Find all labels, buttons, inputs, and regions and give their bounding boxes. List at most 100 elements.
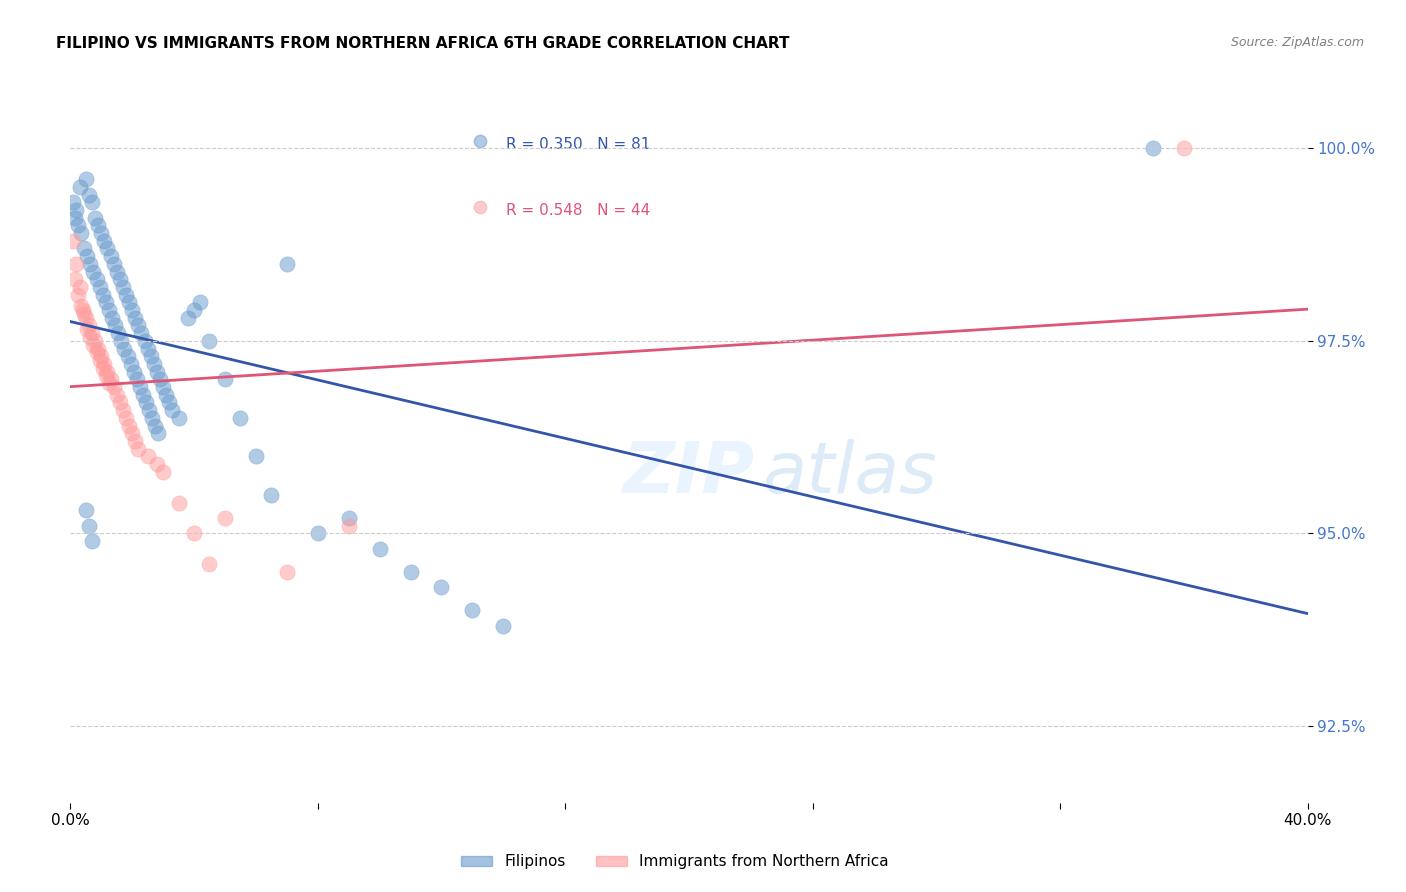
Point	[131, 326, 153, 340]
Point	[80, 326, 103, 340]
Point	[77, 318, 100, 333]
Point	[188, 295, 211, 310]
Point	[72, 303, 94, 318]
Point	[117, 349, 139, 363]
Point	[177, 310, 200, 325]
Point	[98, 376, 120, 391]
Point	[108, 395, 131, 409]
Point	[77, 518, 100, 533]
Point	[141, 410, 163, 425]
Point	[65, 202, 87, 217]
Text: FILIPINO VS IMMIGRANTS FROM NORTHERN AFRICA 6TH GRADE CORRELATION CHART: FILIPINO VS IMMIGRANTS FROM NORTHERN AFR…	[56, 36, 790, 51]
Point	[105, 388, 128, 402]
Point	[245, 450, 267, 464]
Point	[67, 219, 90, 233]
Point	[73, 242, 96, 256]
Point	[79, 257, 101, 271]
Point	[120, 357, 142, 371]
Point	[91, 360, 114, 375]
Point	[70, 226, 93, 240]
Point	[93, 357, 115, 371]
Point	[136, 342, 159, 356]
Point	[96, 365, 118, 379]
Point	[89, 353, 111, 368]
Point	[80, 195, 103, 210]
Point	[76, 322, 98, 336]
Point	[80, 534, 103, 549]
Point	[65, 257, 87, 271]
Point	[103, 257, 125, 271]
Point	[198, 334, 221, 348]
Point	[155, 388, 177, 402]
Point	[167, 410, 190, 425]
Text: ZIP: ZIP	[623, 439, 755, 508]
Point	[100, 372, 122, 386]
Point	[77, 187, 100, 202]
Point	[149, 372, 172, 386]
Point	[337, 511, 360, 525]
Point	[90, 226, 112, 240]
Point	[183, 526, 205, 541]
Text: atlas: atlas	[762, 439, 936, 508]
Point	[214, 372, 236, 386]
Point	[229, 410, 252, 425]
Point	[67, 287, 90, 301]
Point	[87, 219, 110, 233]
Point	[69, 280, 91, 294]
Point	[94, 368, 117, 383]
Point	[75, 172, 97, 186]
Point	[98, 303, 120, 318]
Point	[79, 330, 101, 344]
Point	[91, 287, 114, 301]
Point	[107, 326, 129, 340]
Point	[276, 257, 298, 271]
Point	[84, 334, 107, 348]
Point	[198, 557, 221, 571]
Point	[104, 318, 127, 333]
Point	[76, 249, 98, 263]
Point	[127, 318, 149, 333]
Point	[86, 272, 108, 286]
Point	[124, 434, 146, 448]
Point	[148, 426, 170, 441]
Point	[138, 403, 160, 417]
Point	[121, 426, 143, 441]
Point	[69, 179, 91, 194]
Point	[75, 310, 97, 325]
Point	[62, 195, 84, 210]
Point	[75, 503, 97, 517]
Point	[105, 264, 128, 278]
Point	[152, 380, 174, 394]
Point	[115, 410, 138, 425]
Point	[121, 303, 143, 318]
Point	[84, 211, 107, 225]
Point	[134, 334, 156, 348]
Point	[276, 565, 298, 579]
Point	[73, 307, 96, 321]
Point	[82, 337, 105, 351]
Point	[70, 299, 93, 313]
Point	[86, 345, 108, 359]
Point	[146, 365, 169, 379]
Point	[90, 349, 112, 363]
Point	[1142, 141, 1164, 155]
Point	[110, 334, 132, 348]
Legend: Filipinos, Immigrants from Northern Africa: Filipinos, Immigrants from Northern Afri…	[456, 848, 894, 875]
Point	[136, 450, 159, 464]
Point	[152, 465, 174, 479]
Point	[89, 280, 111, 294]
Point	[167, 495, 190, 509]
Point	[125, 372, 148, 386]
Point	[132, 388, 155, 402]
Point	[368, 541, 391, 556]
Point	[162, 403, 184, 417]
Point	[1173, 141, 1195, 155]
Point	[139, 349, 162, 363]
Point	[63, 211, 86, 225]
Point	[115, 287, 138, 301]
Point	[108, 272, 131, 286]
Point	[122, 365, 145, 379]
Point	[337, 518, 360, 533]
Point	[111, 280, 134, 294]
Point	[214, 511, 236, 525]
